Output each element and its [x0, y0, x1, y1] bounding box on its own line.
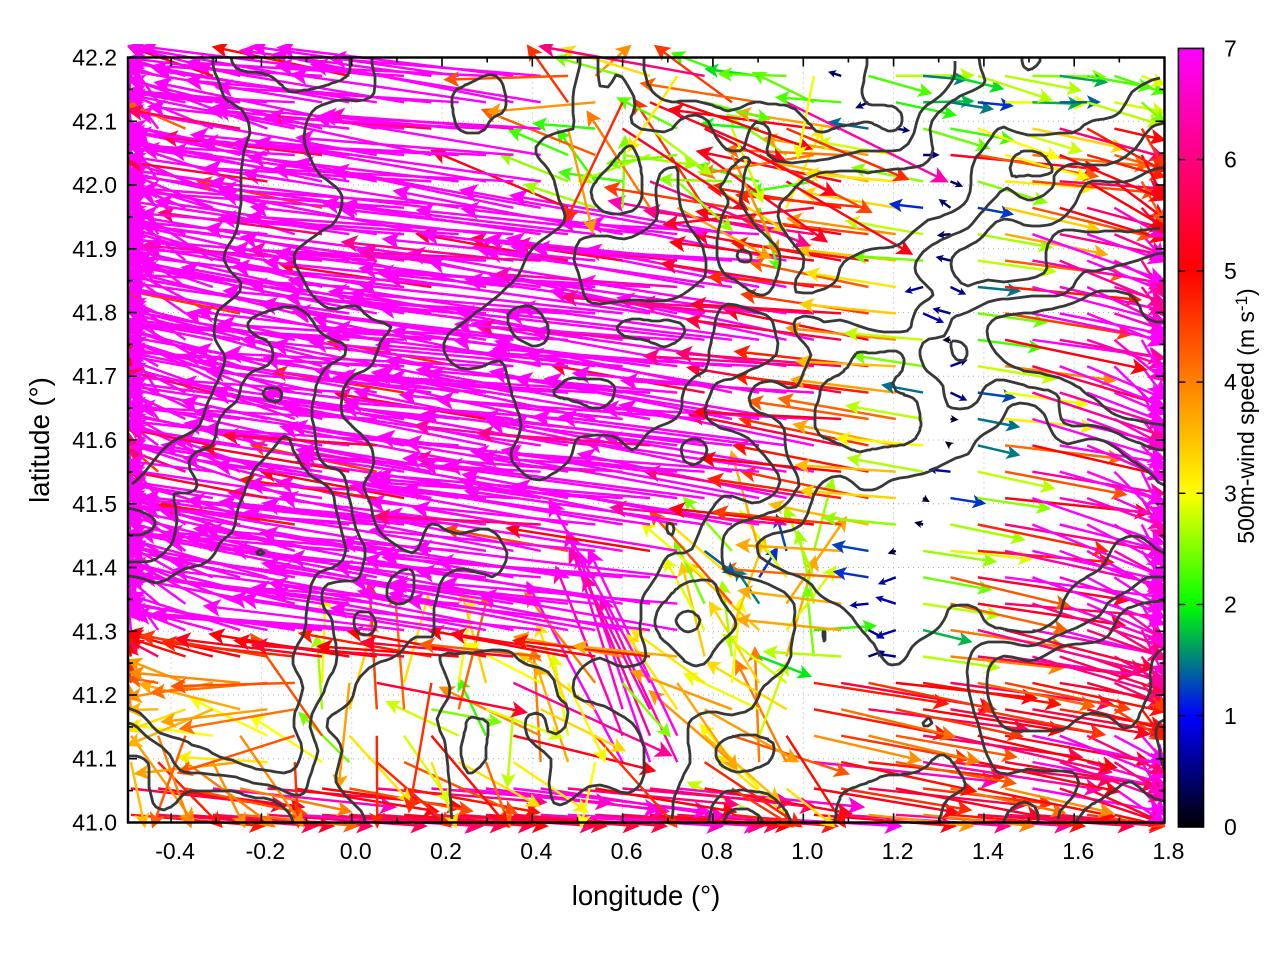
svg-text:-0.4: -0.4: [155, 838, 195, 864]
svg-text:0.8: 0.8: [701, 838, 733, 864]
svg-text:2: 2: [1224, 592, 1237, 618]
svg-text:5: 5: [1224, 258, 1237, 284]
svg-text:0: 0: [1224, 814, 1237, 840]
svg-text:0.0: 0.0: [340, 838, 372, 864]
svg-text:7: 7: [1224, 35, 1237, 61]
svg-text:41.0: 41.0: [72, 810, 117, 836]
svg-text:4: 4: [1224, 369, 1237, 395]
svg-text:0.4: 0.4: [520, 838, 552, 864]
svg-text:41.7: 41.7: [72, 363, 117, 389]
svg-text:42.1: 42.1: [72, 108, 117, 134]
svg-text:3: 3: [1224, 480, 1237, 506]
svg-text:41.4: 41.4: [72, 555, 117, 581]
svg-text:1.4: 1.4: [972, 838, 1004, 864]
svg-text:1.8: 1.8: [1153, 838, 1185, 864]
svg-text:41.5: 41.5: [72, 491, 117, 517]
svg-text:1: 1: [1224, 703, 1237, 729]
svg-text:0.6: 0.6: [611, 838, 643, 864]
svg-text:41.6: 41.6: [72, 427, 117, 453]
svg-text:41.3: 41.3: [72, 618, 117, 644]
svg-text:1.6: 1.6: [1062, 838, 1094, 864]
svg-text:500m-wind speed (m s-1): 500m-wind speed (m s-1): [1232, 288, 1259, 543]
svg-text:41.9: 41.9: [72, 236, 117, 262]
svg-text:41.8: 41.8: [72, 300, 117, 326]
svg-text:6: 6: [1224, 147, 1237, 173]
svg-text:1.2: 1.2: [882, 838, 914, 864]
svg-text:42.0: 42.0: [72, 172, 117, 198]
svg-text:42.2: 42.2: [72, 45, 117, 71]
svg-text:41.1: 41.1: [72, 746, 117, 772]
svg-text:0.2: 0.2: [430, 838, 462, 864]
svg-text:latitude (°): latitude (°): [24, 377, 55, 503]
svg-text:-0.2: -0.2: [246, 838, 286, 864]
svg-text:longitude (°): longitude (°): [572, 880, 721, 911]
svg-text:1.0: 1.0: [791, 838, 823, 864]
svg-text:41.2: 41.2: [72, 682, 117, 708]
